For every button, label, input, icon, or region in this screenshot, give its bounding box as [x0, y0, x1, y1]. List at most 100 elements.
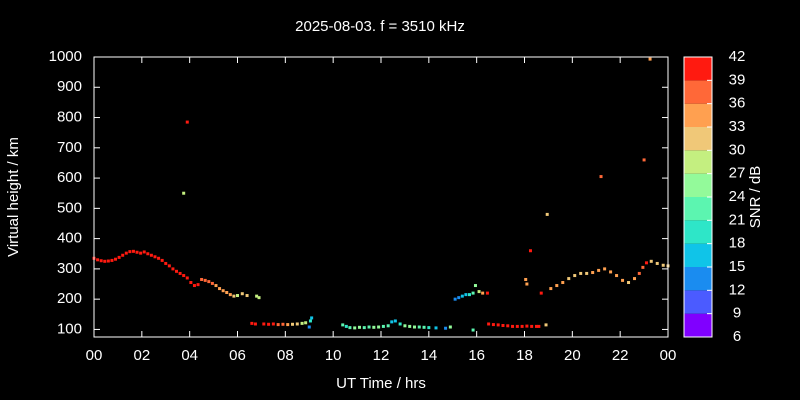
y-tick-label: 500	[57, 199, 82, 216]
y-tick-label: 1000	[49, 48, 82, 65]
point	[99, 259, 103, 263]
colorbar-band	[684, 267, 712, 291]
colorbar-band	[684, 197, 712, 221]
point	[471, 328, 475, 332]
point	[135, 250, 139, 254]
colorbar-band	[684, 220, 712, 244]
point	[621, 278, 625, 282]
point	[257, 296, 261, 300]
point	[218, 287, 222, 291]
colorbar-tick-label: 39	[729, 71, 746, 88]
point	[637, 271, 641, 275]
point	[549, 287, 553, 291]
point	[377, 325, 381, 329]
point	[221, 289, 225, 293]
point	[146, 252, 150, 256]
point	[585, 271, 589, 275]
colorbar-tick-label: 18	[729, 235, 746, 252]
point	[124, 251, 128, 255]
point	[501, 323, 505, 327]
point	[511, 324, 515, 328]
y-tick-label: 700	[57, 139, 82, 156]
point	[286, 323, 290, 327]
point	[599, 175, 603, 179]
point	[545, 212, 549, 216]
x-axis-label: UT Time / hrs	[336, 375, 426, 392]
colorbar-band	[684, 80, 712, 104]
point	[121, 253, 125, 257]
point	[381, 324, 385, 328]
colorbar-tick-label: 15	[729, 258, 746, 275]
x-tick-label: 14	[420, 347, 437, 364]
point	[353, 326, 357, 330]
point	[253, 322, 257, 326]
point	[655, 261, 659, 265]
point	[214, 284, 218, 288]
point	[417, 325, 421, 329]
chart-title: 2025-08-03. f = 3510 kHz	[295, 18, 465, 35]
point	[203, 278, 207, 282]
point	[153, 255, 157, 259]
point	[434, 326, 438, 330]
point	[128, 250, 132, 254]
point	[534, 324, 538, 328]
colorbar-tick-label: 21	[729, 211, 746, 228]
y-tick-label: 200	[57, 290, 82, 307]
colorbar-tick-label: 9	[733, 305, 741, 322]
point	[644, 261, 648, 265]
point	[408, 324, 412, 328]
point	[561, 281, 565, 285]
point	[200, 277, 204, 281]
point	[648, 57, 652, 61]
colorbar-tick-label: 36	[729, 95, 746, 112]
point	[210, 281, 214, 285]
point	[525, 282, 529, 286]
point	[185, 120, 189, 124]
point	[609, 270, 613, 274]
point	[615, 274, 619, 278]
colorbar-band	[684, 103, 712, 127]
point	[362, 326, 366, 330]
point	[460, 294, 464, 298]
point	[110, 258, 114, 262]
point	[555, 284, 559, 288]
point	[271, 322, 275, 326]
x-tick-label: 12	[373, 347, 390, 364]
point	[157, 256, 161, 260]
point	[537, 324, 541, 328]
point	[96, 258, 100, 262]
y-axis-label: Virtual height / km	[5, 137, 22, 257]
point	[649, 259, 653, 263]
point	[348, 326, 352, 330]
point	[228, 293, 232, 297]
point	[525, 324, 529, 328]
y-tick-label: 100	[57, 320, 82, 337]
colorbar-band	[684, 313, 712, 337]
point	[276, 323, 280, 327]
colorbar-band	[684, 57, 712, 81]
x-tick-label: 18	[516, 347, 533, 364]
point	[591, 271, 595, 275]
point	[341, 323, 345, 327]
colorbar-label: SNR / dB	[747, 166, 764, 229]
point	[520, 324, 524, 328]
point	[357, 325, 361, 329]
point	[467, 293, 471, 297]
point	[627, 281, 631, 285]
point	[171, 267, 175, 271]
point	[182, 191, 186, 195]
point	[481, 291, 485, 295]
point	[567, 277, 571, 281]
point	[281, 322, 285, 326]
x-tick-label: 08	[277, 347, 294, 364]
point	[307, 325, 311, 329]
point	[131, 249, 135, 253]
point	[182, 274, 186, 278]
point	[167, 264, 171, 268]
point	[487, 322, 491, 326]
x-tick-label: 16	[468, 347, 485, 364]
point	[245, 294, 249, 298]
point	[310, 316, 314, 320]
